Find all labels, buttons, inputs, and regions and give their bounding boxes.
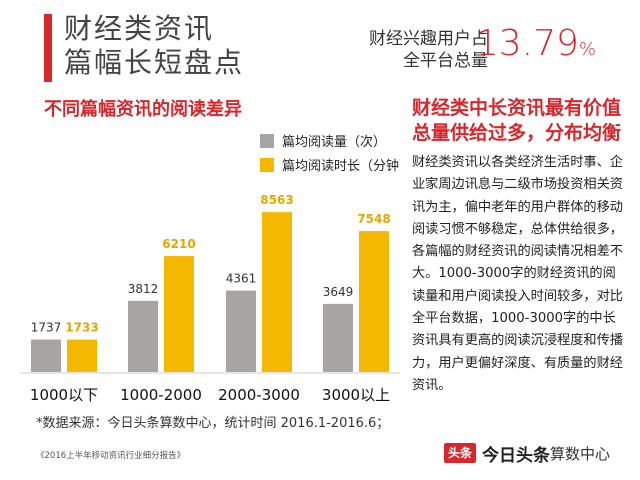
stat-unit: % [578,39,596,60]
panel-body-text: 财经类资讯以各类经济生活时事、企业家周边讯息与二级市场投资相关资讯为主，偏中老年… [412,155,623,393]
page-title-line2: 篇幅长短盘点 [64,46,245,79]
stat-label-line2: 全平台总量 [403,51,488,71]
stat-label-line1: 财经兴趣用户占 [369,29,488,49]
page-title-line1: 财经类资讯 [64,12,215,45]
bar [164,256,194,372]
category-label: 2000-3000 [218,386,300,404]
bar-chart: 篇均阅读量（次） 篇均阅读时长（分钟） 1737 3812 4361 3649 1733 6… [20,134,400,404]
category-label: 3000以上 [322,386,390,404]
bar-value-label: 1737 [31,321,62,335]
brand-badge: 头条 [443,443,476,463]
bar-value-label: 8563 [260,193,293,207]
bar-value-label: 6210 [162,237,195,251]
bar [67,339,97,372]
category-label: 1000-2000 [120,386,202,404]
brand-sub: 算数中心 [549,444,610,463]
brand-logo: 头条 今日头条 算数中心 [443,440,610,466]
bar [31,339,61,372]
chart-bars: 1737 3812 4361 3649 1733 6210 8563 7548 [31,193,391,372]
bar-value-label: 3649 [323,285,354,299]
chart-legend: 篇均阅读量（次） 篇均阅读时长（分钟） [260,134,400,174]
panel-heading-line1: 财经类中长资讯最有价值 [412,97,622,119]
legend-swatch [260,158,274,172]
bar [262,212,292,372]
bar-value-label: 7548 [357,212,390,226]
chart-category-labels: 1000以下 1000-2000 2000-3000 3000以上 [30,386,390,404]
bar [323,303,353,372]
source-note: *数据来源：今日头条算数中心，统计时间 2016.1-2016.6； [36,416,390,431]
report-name: 《2016上半年移动资讯行业细分报告》 [36,451,186,461]
bar-value-label: 4361 [226,272,257,286]
bar [359,231,389,372]
brand-name: 今日头条 [481,445,550,466]
stat-number: 13.79 [475,23,579,64]
chart-title: 不同篇幅资讯的阅读差异 [44,99,242,120]
legend-swatch [260,134,274,148]
title-accent-bar [44,14,52,82]
category-label: 1000以下 [30,386,98,404]
bar-value-label: 1733 [65,321,98,335]
bar [226,290,256,372]
stat-value: 13.79% [476,22,596,72]
legend-label: 篇均阅读量（次） [282,134,386,150]
bar [128,300,158,372]
legend-label: 篇均阅读时长（分钟） [282,158,400,174]
bar-value-label: 3812 [128,282,159,296]
panel-heading-line2: 总量供给过多，分布均衡 [412,122,622,144]
